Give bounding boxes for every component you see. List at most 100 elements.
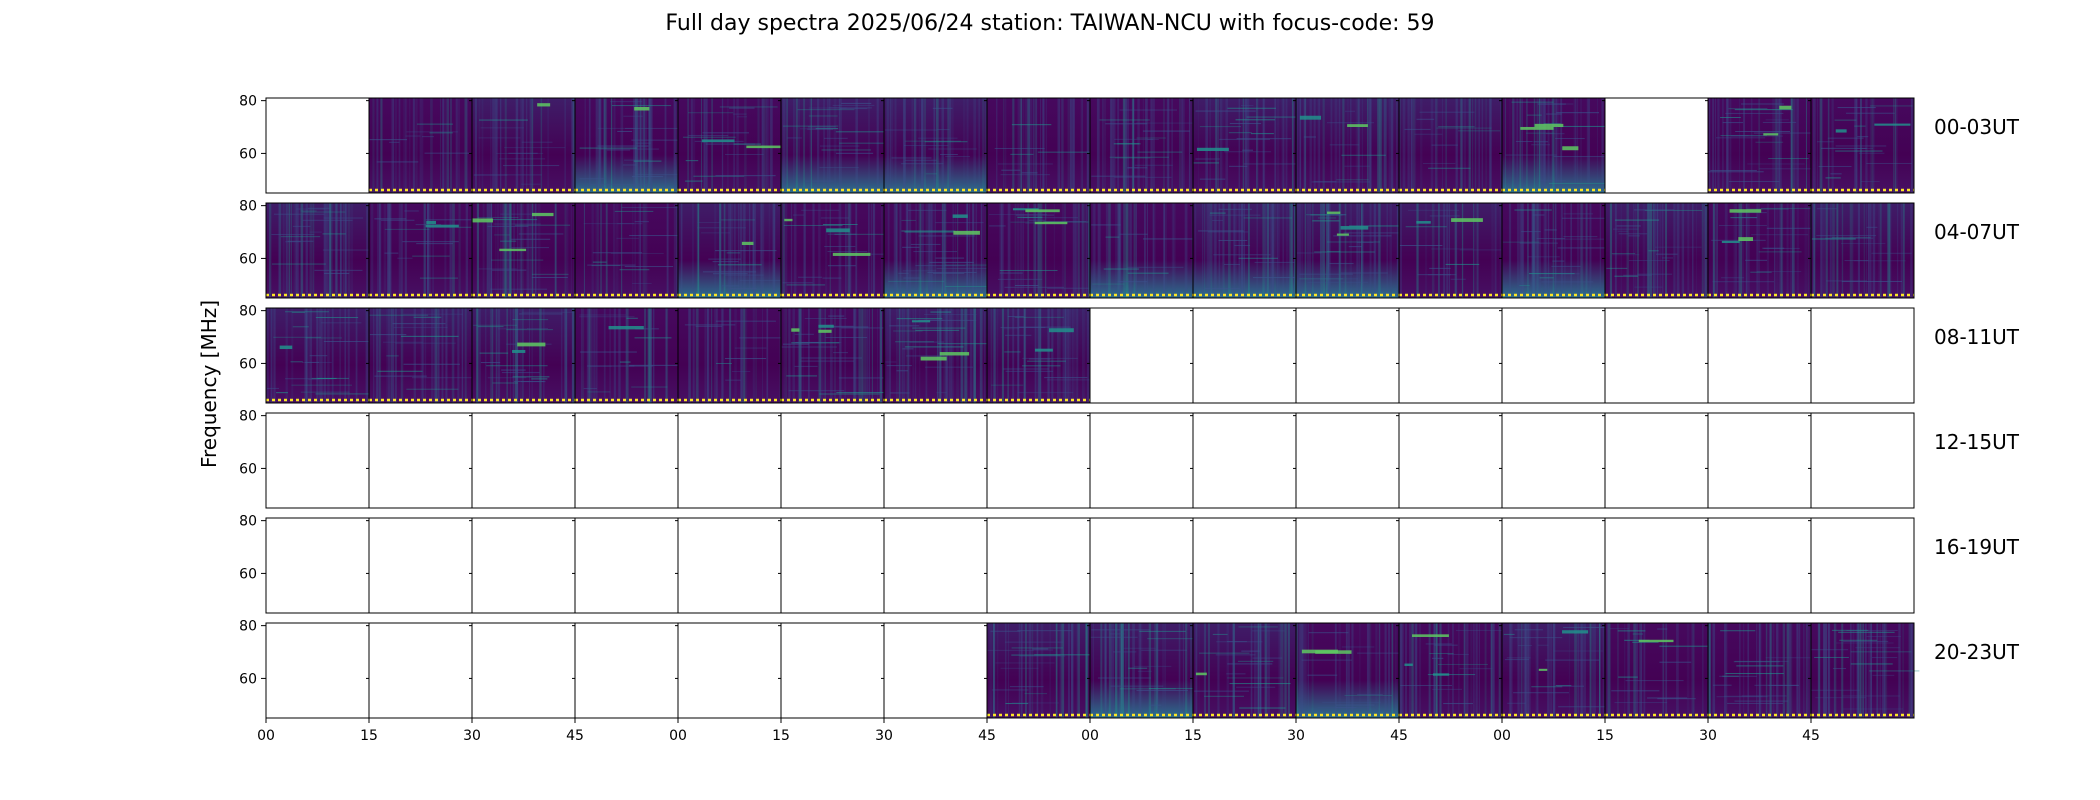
spectrum-panel bbox=[1707, 97, 1813, 194]
empty-panel bbox=[1398, 517, 1503, 614]
spectrum-panel bbox=[1604, 202, 1709, 299]
spectrum-panel bbox=[1810, 622, 1920, 719]
x-tick-label: 30 bbox=[463, 728, 481, 744]
x-tick-label: 30 bbox=[1287, 728, 1305, 744]
spectrum-panel bbox=[1295, 622, 1404, 719]
x-tick-label: 45 bbox=[1802, 728, 1820, 744]
spectrum-panel bbox=[1089, 622, 1195, 719]
spectrum-panel bbox=[471, 307, 583, 404]
empty-panel bbox=[1810, 517, 1915, 614]
empty-panel bbox=[677, 622, 782, 719]
x-tick-label: 15 bbox=[1596, 728, 1614, 744]
empty-panel bbox=[1398, 412, 1503, 509]
empty-panel bbox=[1810, 307, 1915, 404]
y-tick-label: 80 bbox=[239, 94, 257, 110]
spectrum-panel bbox=[677, 202, 796, 299]
empty-panel bbox=[780, 517, 885, 614]
empty-panel bbox=[574, 412, 679, 509]
y-tick-label: 80 bbox=[239, 409, 257, 425]
empty-panel bbox=[780, 412, 885, 509]
x-tick-label: 45 bbox=[978, 728, 996, 744]
empty-panel bbox=[265, 517, 370, 614]
row-label: 08-11UT bbox=[1934, 325, 2020, 349]
spectrum-panel bbox=[574, 202, 684, 299]
y-tick-label: 60 bbox=[239, 461, 257, 477]
spectrum-panel bbox=[1707, 622, 1816, 719]
empty-panel bbox=[265, 412, 370, 509]
empty-panel bbox=[368, 412, 473, 509]
empty-panel bbox=[986, 517, 1091, 614]
y-tick-label: 60 bbox=[239, 356, 257, 372]
x-tick-label: 30 bbox=[1699, 728, 1717, 744]
spectrum-panel bbox=[1501, 622, 1615, 719]
empty-panel bbox=[265, 622, 370, 719]
spectrum-panel bbox=[368, 97, 473, 194]
empty-panel bbox=[883, 517, 988, 614]
spectrum-panel bbox=[1192, 622, 1297, 719]
empty-panel bbox=[1089, 517, 1194, 614]
empty-panel bbox=[1501, 517, 1606, 614]
empty-panel bbox=[471, 412, 576, 509]
empty-panel bbox=[1501, 307, 1606, 404]
empty-panel bbox=[677, 517, 782, 614]
empty-panel bbox=[368, 622, 473, 719]
spectrum-panel bbox=[986, 202, 1106, 299]
spectrum-panel bbox=[1089, 97, 1194, 194]
y-tick-label: 60 bbox=[239, 566, 257, 582]
empty-panel bbox=[265, 97, 370, 194]
x-tick-label: 00 bbox=[1081, 728, 1099, 744]
spectrum-panel bbox=[883, 202, 999, 299]
x-tick-label: 45 bbox=[1390, 728, 1408, 744]
empty-panel bbox=[1192, 307, 1297, 404]
x-tick-label: 00 bbox=[1493, 728, 1511, 744]
empty-panel bbox=[677, 412, 782, 509]
empty-panel bbox=[1707, 412, 1812, 509]
spectrum-panel bbox=[1398, 97, 1503, 194]
empty-panel bbox=[1501, 412, 1606, 509]
spectrum-panel bbox=[574, 97, 692, 194]
empty-panel bbox=[1295, 412, 1400, 509]
x-tick-label: 00 bbox=[669, 728, 687, 744]
empty-panel bbox=[471, 517, 576, 614]
empty-panel bbox=[1398, 307, 1503, 404]
spectrum-panel bbox=[780, 202, 889, 299]
empty-panel bbox=[574, 517, 679, 614]
spectrum-panel bbox=[883, 97, 988, 194]
y-tick-label: 60 bbox=[239, 146, 257, 162]
spectrum-panel bbox=[1810, 97, 1915, 194]
empty-panel bbox=[1192, 517, 1297, 614]
spectrum-panel bbox=[574, 307, 690, 404]
empty-panel bbox=[1604, 307, 1709, 404]
row-label: 00-03UT bbox=[1934, 115, 2020, 139]
x-tick-label: 30 bbox=[875, 728, 893, 744]
y-tick-label: 60 bbox=[239, 671, 257, 687]
spectrum-panel bbox=[368, 202, 476, 299]
row-label: 16-19UT bbox=[1934, 535, 2020, 559]
y-tick-label: 80 bbox=[239, 199, 257, 215]
x-tick-label: 15 bbox=[1184, 728, 1202, 744]
spectrum-panel bbox=[471, 202, 576, 299]
empty-panel bbox=[1810, 412, 1915, 509]
spectrum-panel bbox=[1398, 202, 1503, 299]
row-label: 12-15UT bbox=[1934, 430, 2020, 454]
x-tick-label: 00 bbox=[257, 728, 275, 744]
spectrum-panel bbox=[986, 622, 1096, 719]
spectrum-panel bbox=[1295, 97, 1402, 194]
spectrum-panel bbox=[1501, 97, 1613, 194]
empty-panel bbox=[1089, 412, 1194, 509]
spectrum-panel bbox=[1810, 202, 1915, 299]
empty-panel bbox=[1295, 517, 1400, 614]
spectrum-panel bbox=[1604, 622, 1721, 719]
empty-panel bbox=[1604, 517, 1709, 614]
spectrum-panel bbox=[368, 307, 473, 404]
empty-panel bbox=[1295, 307, 1400, 404]
y-tick-label: 80 bbox=[239, 619, 257, 635]
spectrum-panel bbox=[883, 307, 999, 404]
spectrum-panel bbox=[986, 97, 1094, 194]
spectrum-panel bbox=[677, 97, 783, 194]
empty-panel bbox=[1192, 412, 1297, 509]
x-tick-label: 15 bbox=[360, 728, 378, 744]
spectrum-panel bbox=[265, 307, 380, 404]
empty-panel bbox=[883, 622, 988, 719]
